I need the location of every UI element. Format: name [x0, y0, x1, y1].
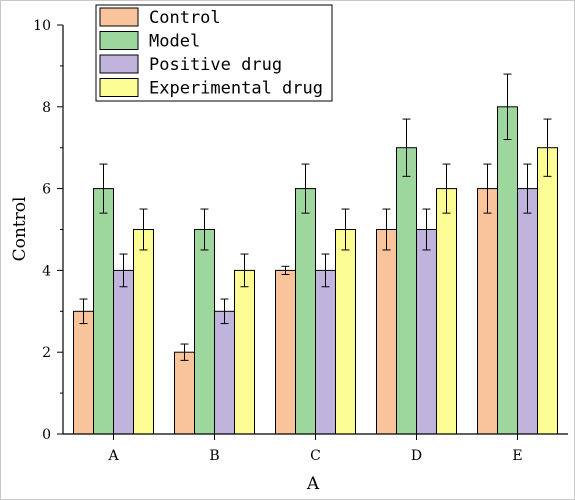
bar-experimental-drug-a [133, 229, 154, 435]
x-tick-label: D [411, 448, 422, 464]
y-tick-label: 0 [42, 427, 51, 443]
bar-positive-drug-c [315, 269, 336, 435]
bar-control-c [275, 269, 296, 435]
error-bar-model-c [301, 163, 310, 214]
legend-item-experimental-drug: Experimental drug [99, 78, 323, 99]
y-tick-label: 8 [42, 100, 51, 116]
x-axis-title: A [306, 474, 320, 494]
bar-control-a [73, 310, 94, 435]
error-bar-control-d [382, 208, 391, 251]
error-bar-model-a [99, 163, 108, 214]
plot-bars [73, 106, 558, 435]
error-bar-model-b [200, 208, 209, 251]
error-bar-positive-drug-b [220, 298, 229, 325]
error-bar-model-e [503, 73, 512, 141]
legend-item-positive-drug: Positive drug [99, 54, 282, 75]
y-tick-label: 2 [42, 345, 51, 361]
legend-item-model: Model [99, 31, 200, 52]
y-tick-label: 10 [33, 18, 51, 34]
bar-control-b [174, 351, 195, 435]
legend-label: Positive drug [149, 55, 282, 75]
legend-swatch [99, 54, 139, 74]
bar-positive-drug-a [113, 269, 134, 435]
axes: 0 2 4 6 8 10 A B C D E [33, 18, 568, 464]
bar-positive-drug-e [517, 188, 538, 435]
legend-label: Model [149, 32, 200, 52]
bar-positive-drug-b [214, 310, 235, 435]
error-bar-experimental-drug-a [139, 208, 148, 251]
y-tick-label: 6 [42, 182, 51, 198]
bar-experimental-drug-c [335, 229, 356, 435]
bar-model-c [295, 188, 316, 435]
bar-experimental-drug-d [436, 188, 457, 435]
error-bar-control-b [180, 343, 189, 361]
error-bar-experimental-drug-b [240, 253, 249, 288]
y-tick-label: 4 [42, 263, 51, 279]
legend-label: Experimental drug [149, 79, 323, 99]
bar-positive-drug-d [416, 229, 437, 435]
error-bar-control-e [483, 163, 492, 214]
error-bar-control-c [281, 265, 290, 275]
error-bar-positive-drug-a [119, 253, 128, 288]
bar-model-a [93, 188, 114, 435]
x-tick-label: E [512, 448, 522, 464]
error-bar-experimental-drug-d [442, 163, 451, 214]
legend-swatch [99, 31, 139, 50]
error-bar-control-a [79, 298, 88, 325]
legend-item-control: Control [99, 7, 221, 28]
x-tick-label: A [107, 448, 119, 464]
y-axis-title: Control [10, 197, 30, 262]
legend: Control Model Positive drug Experimental dr… [95, 4, 333, 102]
error-bar-positive-drug-d [422, 208, 431, 251]
error-bar-positive-drug-c [321, 253, 330, 288]
bar-model-d [396, 147, 417, 435]
bar-control-d [376, 229, 397, 435]
legend-swatch [99, 7, 139, 27]
x-tick-label: B [209, 448, 219, 464]
bar-control-e [477, 188, 498, 435]
bar-experimental-drug-e [537, 147, 558, 435]
error-bar-experimental-drug-c [341, 208, 350, 251]
error-bars [79, 73, 552, 361]
error-bar-experimental-drug-e [543, 118, 552, 177]
legend-label: Control [149, 8, 221, 28]
bar-model-e [497, 106, 518, 435]
legend-swatch [99, 78, 139, 97]
bar-experimental-drug-b [234, 269, 255, 435]
error-bar-model-d [402, 118, 411, 177]
bar-model-b [194, 229, 215, 435]
x-tick-label: C [310, 448, 321, 464]
error-bar-positive-drug-e [523, 163, 532, 214]
